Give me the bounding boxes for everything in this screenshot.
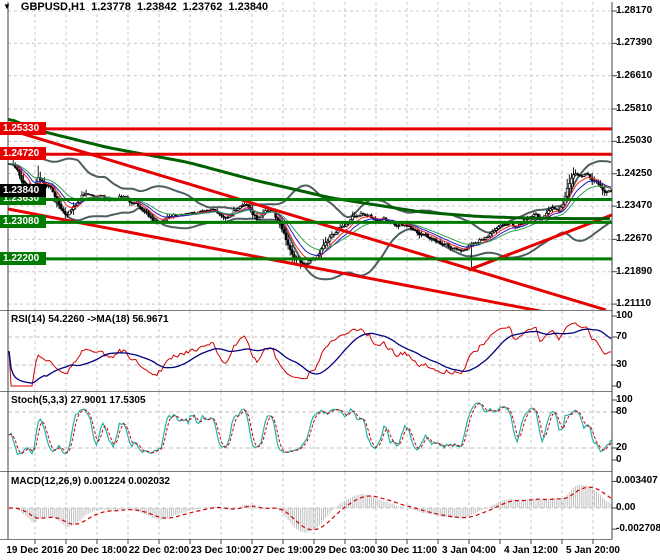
stoch-scale-label: 100 <box>616 394 633 405</box>
chart-title: ▼ GBPUSD,H1 1.23778 1.23842 1.23762 1.23840 <box>3 1 268 13</box>
dropdown-triangle-icon[interactable]: ▼ <box>3 2 11 11</box>
price-axis-label: 1.21110 <box>616 298 652 310</box>
rsi-scale-label: 30 <box>616 359 628 370</box>
price-axis-label: 1.23470 <box>616 200 653 212</box>
macd-histogram <box>10 485 612 533</box>
price-axis-label: 1.27390 <box>616 37 653 49</box>
macd-indicator-label: MACD(12,26,9) 0.001224 0.002032 <box>11 476 170 487</box>
support-price-badge: 1.23080 <box>0 215 46 229</box>
price-axis-label: 1.22670 <box>616 233 653 245</box>
rsi-indicator-label: RSI(14) 54.2260 ->MA(18) 56.9671 <box>11 314 169 325</box>
rsi-scale-label: 70 <box>616 331 628 342</box>
time-axis-label: 22 Dec 02:00 <box>128 545 190 556</box>
resistance-price-badge: 1.25330 <box>0 121 46 135</box>
ascending-support <box>467 213 612 272</box>
support-price-badge: 1.22200 <box>0 251 46 265</box>
rsi-scale-label: 100 <box>616 310 633 321</box>
macd-scale-label: 0.003407 <box>616 475 658 487</box>
rsi-ma-line <box>8 328 612 384</box>
time-axis-label: 19 Dec 2016 <box>6 545 64 556</box>
current-price-badge: 1.23840 <box>0 183 46 197</box>
time-axis-label: 30 Dec 11:00 <box>376 545 438 556</box>
rsi-panel <box>8 322 612 387</box>
macd-panel <box>9 485 612 533</box>
resistance-price-badge: 1.24720 <box>0 147 46 161</box>
descending-channel-lower <box>8 207 543 310</box>
stoch-d-line <box>8 402 612 455</box>
grid-layer <box>8 2 612 539</box>
price-axis-label: 1.28170 <box>616 5 653 16</box>
ohlc-high: 1.23842 <box>136 1 177 13</box>
stoch-k-line <box>8 402 612 456</box>
symbol-period-label: GBPUSD,H1 <box>20 1 86 13</box>
ema-slow-line <box>8 163 612 251</box>
price-axis-label: 1.25030 <box>616 135 653 147</box>
stoch-indicator-label: Stoch(5,3,3) 27.9001 17.5305 <box>11 395 146 406</box>
descending-channel-upper <box>9 128 607 310</box>
price-axis-label: 1.25810 <box>616 102 653 114</box>
time-axis-label: 23 Dec 10:00 <box>190 545 252 556</box>
macd-signal-line <box>9 486 612 531</box>
macd-scale-label: 0.00 <box>616 502 636 513</box>
ema-fast-line <box>8 163 612 260</box>
stoch-scale-label: 20 <box>616 442 628 453</box>
time-axis-label: 29 Dec 03:00 <box>314 545 376 556</box>
ohlc-open: 1.23778 <box>91 1 131 13</box>
trend-ma-line <box>8 117 610 221</box>
rsi-line <box>8 322 611 387</box>
macd-scale-label: -0.002708 <box>616 523 660 535</box>
stoch-scale-label: 0 <box>616 454 622 465</box>
panel-frames <box>0 2 617 544</box>
ohlc-low: 1.23762 <box>182 1 223 13</box>
time-axis-label: 3 Jan 04:00 <box>442 545 496 556</box>
time-axis-label: 5 Jan 20:00 <box>566 545 620 556</box>
main-chart-panel <box>8 117 612 310</box>
price-axis-label: 1.26610 <box>616 69 653 81</box>
price-axis-label: 1.24250 <box>616 167 653 179</box>
stochastic-panel <box>8 402 612 456</box>
time-axis-label: 20 Dec 18:00 <box>66 545 128 556</box>
ohlc-close: 1.23840 <box>228 1 269 13</box>
rsi-scale-label: 0 <box>616 380 622 391</box>
stoch-scale-label: 80 <box>616 406 628 417</box>
price-axis-label: 1.21890 <box>616 265 653 277</box>
time-axis-label: 27 Dec 19:00 <box>252 545 314 556</box>
time-axis-label: 4 Jan 12:00 <box>504 545 558 556</box>
